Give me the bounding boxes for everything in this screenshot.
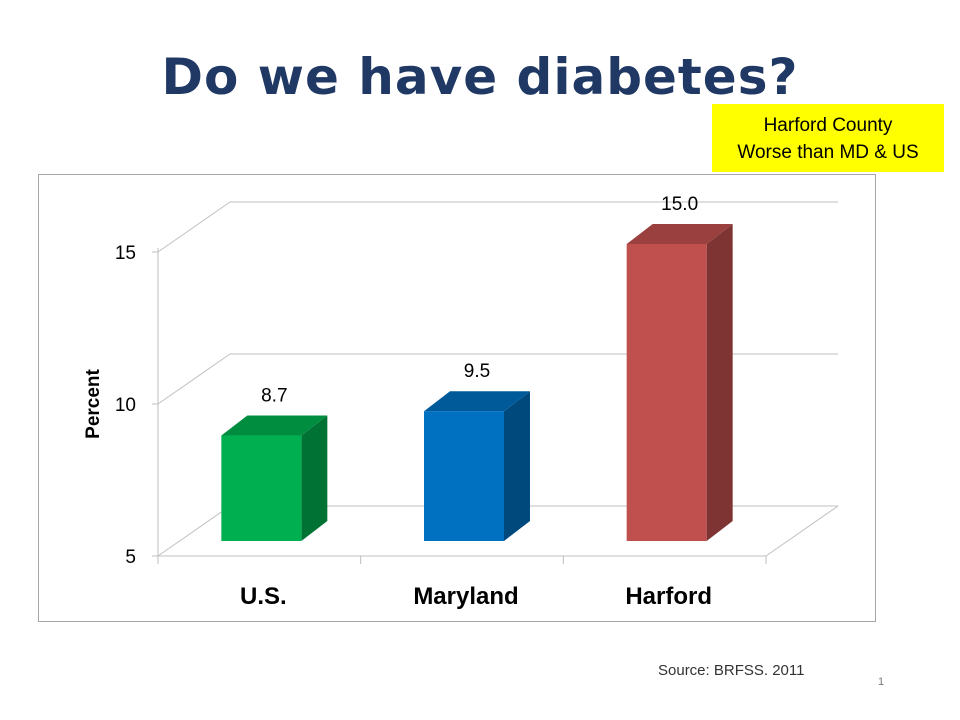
bar-side [504, 391, 530, 541]
y-tick-label: 15 [115, 243, 136, 264]
chart-bars [221, 224, 733, 541]
bar [424, 411, 504, 541]
floor-side-edge [765, 505, 839, 557]
data-label: 15.0 [661, 194, 698, 215]
chart-gridlines [157, 201, 839, 557]
bar [221, 435, 302, 541]
bar-side [706, 224, 733, 541]
source-note: Source: BRFSS. 2011 [658, 662, 805, 679]
bar-top [221, 415, 328, 436]
gridline-diagonal [157, 353, 231, 405]
x-tick-label: Harford [625, 583, 712, 610]
bar-top [626, 224, 733, 244]
chart-labels: 5 10 15 Percent 8.7 U.S. 9.5 Maryland 15.0 Harfor… [83, 194, 712, 610]
y-tick-label: 10 [115, 395, 136, 416]
gridline-diagonal [157, 201, 231, 253]
y-axis-title: Percent [83, 368, 104, 438]
x-tick-label: U.S. [240, 583, 287, 610]
callout-box: Harford County Worse than MD & US [712, 104, 944, 172]
page-number: 1 [878, 676, 885, 688]
bar-side [301, 415, 328, 541]
chart-axes [152, 248, 767, 564]
callout-line-1: Harford County [763, 115, 893, 136]
slide-title: Do we have diabetes? [161, 48, 799, 106]
callout-line-2: Worse than MD & US [737, 142, 919, 163]
data-label: 8.7 [261, 386, 287, 407]
data-label: 9.5 [464, 361, 490, 382]
gridline-diagonal [157, 505, 231, 557]
bar [626, 244, 707, 541]
y-tick-label: 5 [125, 547, 136, 568]
x-tick-label: Maryland [413, 583, 518, 610]
chart-frame [38, 174, 876, 622]
bar-top [424, 391, 530, 412]
